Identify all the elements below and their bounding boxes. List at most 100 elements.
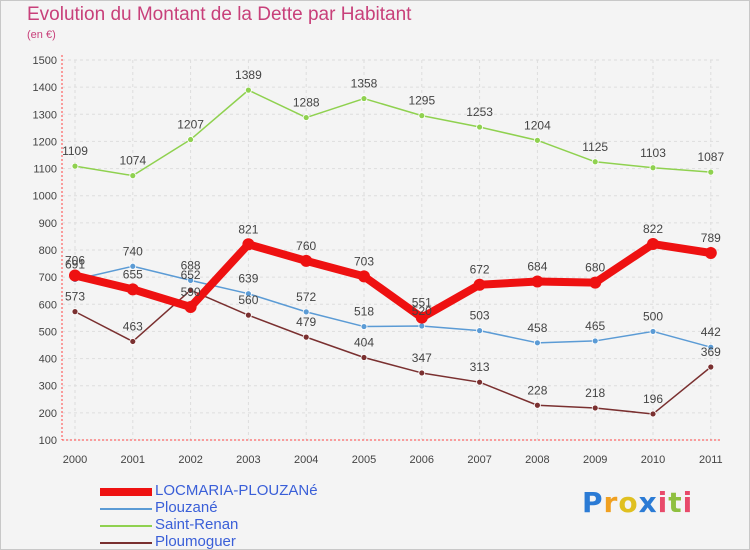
data-point (360, 354, 368, 361)
y-tick-label: 800 (39, 245, 57, 257)
x-tick-label: 2002 (178, 454, 202, 466)
data-label: 573 (65, 290, 85, 304)
data-point (244, 86, 252, 94)
data-label: 1288 (293, 96, 320, 110)
data-label: 1358 (351, 77, 378, 91)
series-line-3 (74, 89, 711, 177)
proxiti-logo: Proxiti (582, 486, 693, 519)
legend-swatch (100, 508, 152, 510)
legend-label: Ploumoguer (155, 533, 236, 550)
x-tick-label: 2003 (236, 454, 260, 466)
data-label: 572 (296, 290, 316, 304)
data-label: 680 (585, 261, 605, 275)
y-tick-label: 1300 (33, 109, 57, 121)
series-line-2 (74, 265, 711, 348)
data-point (476, 378, 484, 386)
data-point (187, 286, 195, 294)
logo-letter: t (668, 486, 683, 519)
y-tick-label: 900 (39, 218, 57, 230)
data-label: 369 (701, 345, 721, 359)
data-label: 218 (585, 386, 605, 400)
logo-letter: o (618, 486, 639, 519)
data-label: 590 (181, 285, 201, 299)
data-point (647, 238, 659, 251)
data-label: 479 (296, 315, 316, 329)
data-label: 655 (123, 267, 143, 281)
x-tick-label: 2004 (294, 454, 318, 466)
data-point (591, 337, 599, 345)
data-point (534, 136, 541, 144)
legend-label: LOCMARIA-PLOUZANé (155, 482, 318, 499)
data-point (244, 311, 252, 319)
x-tick-label: 2008 (525, 454, 549, 466)
data-point (187, 276, 195, 284)
data-label: 1253 (466, 105, 493, 119)
legend-swatch (100, 488, 152, 496)
series-line-1 (74, 240, 712, 322)
data-label: 1204 (524, 118, 551, 132)
y-tick-label: 1100 (33, 164, 57, 176)
data-label: 639 (238, 272, 258, 286)
data-label: 551 (412, 296, 432, 310)
data-label: 822 (643, 222, 663, 236)
data-label: 196 (643, 392, 663, 406)
data-point (707, 168, 715, 176)
data-point (531, 275, 544, 288)
data-point (184, 301, 197, 313)
chart-title: Evolution du Montant de la Dette par Hab… (27, 4, 412, 25)
data-label: 703 (354, 254, 374, 268)
data-point (707, 343, 715, 351)
data-label: 789 (701, 231, 721, 245)
data-point (360, 323, 368, 330)
data-point (589, 276, 602, 289)
legend-swatch (100, 525, 152, 527)
logo-letter: i (657, 486, 669, 519)
data-point (187, 136, 195, 143)
x-tick-label: 2005 (352, 454, 376, 466)
data-point (300, 254, 313, 267)
data-label: 442 (701, 325, 721, 339)
data-label: 1087 (697, 150, 724, 164)
data-label: 313 (470, 360, 490, 374)
data-label: 1103 (640, 146, 666, 160)
data-point (473, 278, 486, 291)
data-point (69, 269, 81, 282)
y-tick-label: 1400 (33, 82, 57, 94)
x-tick-label: 2006 (410, 454, 434, 466)
data-point (71, 162, 79, 170)
data-point (704, 246, 717, 259)
data-label: 1295 (408, 94, 435, 108)
data-point (418, 322, 426, 330)
data-label: 691 (65, 258, 85, 272)
series-line-4 (74, 289, 712, 415)
data-point (302, 308, 310, 316)
data-point (242, 238, 255, 251)
y-tick-label: 300 (39, 381, 57, 393)
data-point (302, 114, 310, 121)
data-point (358, 270, 370, 283)
x-tick-label: 2011 (699, 454, 723, 466)
data-point (649, 164, 657, 172)
data-point (360, 95, 368, 102)
data-label: 1207 (177, 118, 204, 132)
logo-letter: x (638, 486, 658, 519)
y-tick-label: 600 (39, 299, 57, 311)
data-label: 503 (470, 309, 490, 323)
x-tick-label: 2001 (121, 454, 145, 466)
data-label: 347 (412, 351, 432, 365)
data-label: 560 (238, 293, 258, 307)
y-tick-label: 400 (39, 354, 57, 366)
y-tick-label: 1000 (33, 191, 57, 203)
data-point (476, 123, 484, 131)
legend-label: Saint-Renan (155, 516, 239, 533)
legend-swatch (100, 542, 152, 544)
data-point (418, 112, 426, 120)
data-label: 228 (527, 383, 547, 397)
y-tick-label: 200 (39, 408, 57, 420)
data-label: 1125 (582, 140, 608, 154)
y-tick-label: 100 (39, 435, 57, 447)
data-label: 500 (643, 309, 663, 323)
data-point (707, 363, 715, 371)
data-point (302, 333, 310, 341)
